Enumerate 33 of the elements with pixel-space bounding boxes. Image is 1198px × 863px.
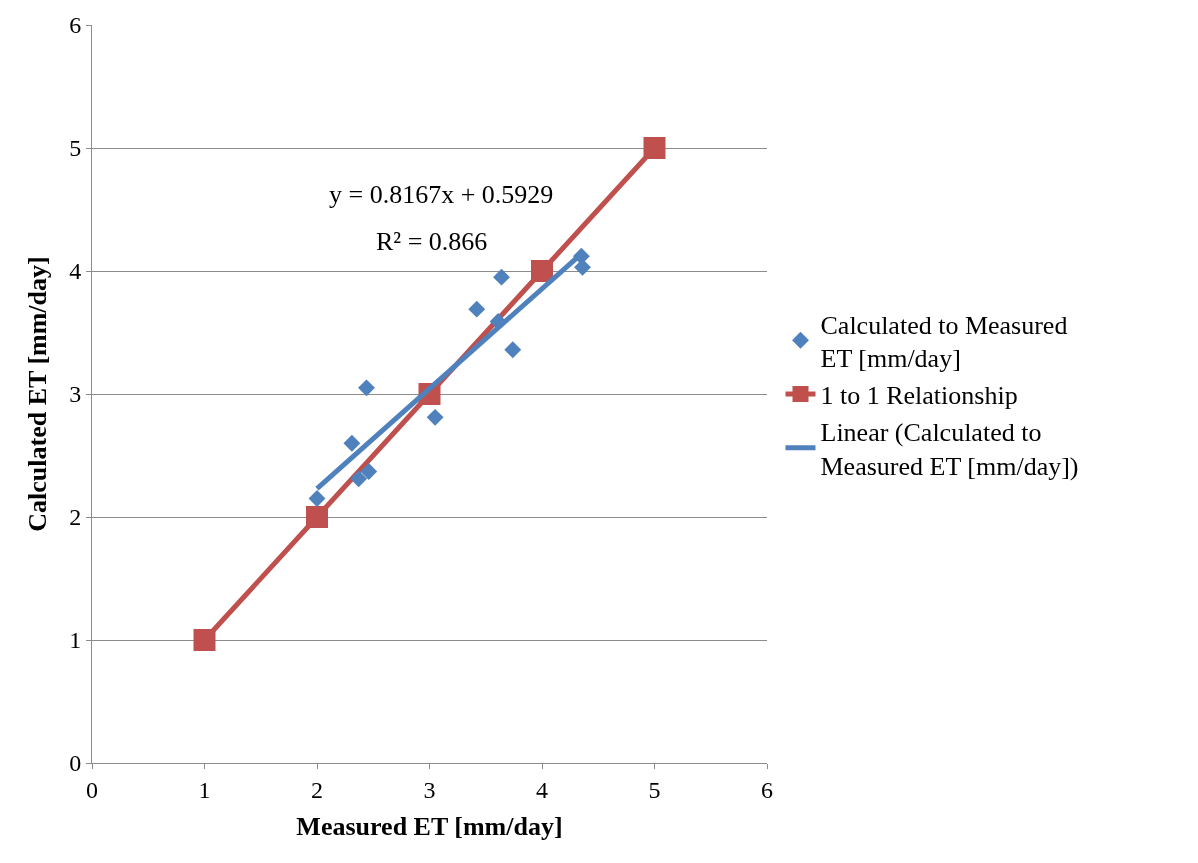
legend-label: Linear (Calculated to Measured ET [mm/day]) xyxy=(820,417,1079,481)
legend-label: 1 to 1 Relationship xyxy=(820,381,1018,411)
point xyxy=(306,506,328,528)
point xyxy=(504,341,522,359)
x-tick-label: 1 xyxy=(198,776,211,803)
x-tick-label: 3 xyxy=(423,776,436,803)
y-tick-label: 6 xyxy=(69,12,82,39)
point xyxy=(358,379,375,397)
y-tick-label: 1 xyxy=(69,627,82,654)
point xyxy=(493,268,510,286)
x-tick-label: 5 xyxy=(648,776,661,803)
legend-label: Calculated to Measured ET [mm/day] xyxy=(820,310,1068,374)
x-tick-label: 6 xyxy=(761,776,773,803)
point xyxy=(193,629,216,651)
y-tick-label: 5 xyxy=(69,135,82,162)
y-axis-title: Calculated ET [mm/day] xyxy=(22,256,52,532)
y-tick-label: 3 xyxy=(69,381,82,408)
y-tick-label: 0 xyxy=(69,750,82,777)
point xyxy=(343,434,361,452)
annotation: R² = 0.866 xyxy=(376,227,488,256)
point xyxy=(468,300,486,318)
x-tick-label: 4 xyxy=(536,776,548,803)
point xyxy=(308,490,326,507)
point xyxy=(643,137,666,159)
point xyxy=(426,408,444,426)
point xyxy=(531,260,553,282)
point xyxy=(360,463,378,480)
y-tick-label: 2 xyxy=(69,504,82,531)
annotation: y = 0.8167x + 0.5929 xyxy=(329,180,554,209)
x-tick-label: 2 xyxy=(311,776,323,803)
y-tick-label: 4 xyxy=(69,258,82,285)
point xyxy=(350,470,368,488)
x-axis-title: Measured ET [mm/day] xyxy=(296,812,563,842)
